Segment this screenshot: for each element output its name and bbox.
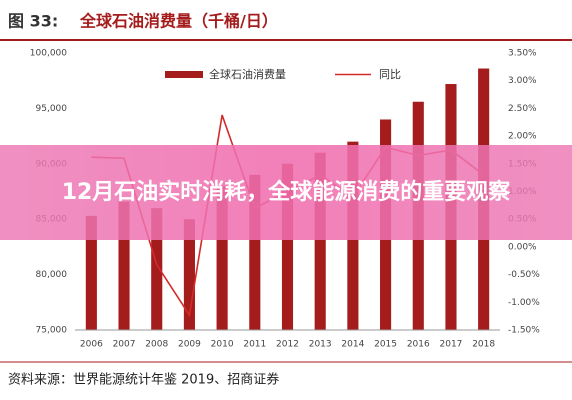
source: 资料来源：世界能源统计年鉴 2019、招商证券: [8, 372, 279, 388]
bar: [183, 219, 195, 330]
chart-title: 全球石油消费量（千桶/日）: [79, 12, 278, 31]
x-tick-label: 2017: [440, 340, 463, 350]
y2-tick-label: -1.50%: [508, 326, 540, 336]
x-tick-label: 2013: [309, 340, 332, 350]
y2-tick-label: 3.00%: [508, 76, 537, 86]
bar: [151, 208, 163, 330]
x-tick-label: 2011: [243, 340, 266, 350]
legend-label: 全球石油消费量: [209, 67, 286, 81]
x-tick-label: 2006: [80, 340, 103, 350]
x-tick-label: 2007: [113, 340, 136, 350]
bar: [85, 215, 97, 330]
bar: [281, 163, 294, 330]
overlay-title: 12月石油实时消耗，全球能源消费的重要观察: [61, 179, 511, 205]
y2-tick-label: 3.50%: [508, 49, 537, 59]
bar: [216, 185, 228, 330]
x-tick-label: 2016: [407, 340, 430, 350]
bar: [249, 174, 261, 330]
y2-tick-label: -1.00%: [508, 298, 540, 308]
y-tick-label: 100,000: [30, 49, 67, 59]
legend-swatch: [165, 71, 203, 78]
x-tick-label: 2015: [374, 340, 397, 350]
y-tick-label: 80,000: [36, 270, 68, 280]
overlay-banner: 12月石油实时消耗，全球能源消费的重要观察: [0, 145, 572, 240]
bar: [118, 201, 130, 330]
x-tick-label: 2010: [211, 340, 234, 350]
bar: [314, 152, 326, 330]
x-tick-label: 2012: [276, 340, 299, 350]
y2-tick-label: 2.00%: [508, 132, 537, 142]
y2-tick-label: 2.50%: [508, 104, 537, 114]
legend-label: 同比: [379, 68, 401, 81]
y2-tick-label: -0.50%: [508, 270, 540, 280]
y-tick-label: 75,000: [36, 326, 68, 336]
y-tick-label: 95,000: [36, 104, 68, 114]
x-tick-label: 2009: [178, 340, 201, 350]
y2-tick-label: 0.00%: [508, 242, 537, 252]
x-tick-label: 2008: [145, 340, 168, 350]
x-tick-label: 2018: [472, 340, 495, 350]
x-tick-label: 2014: [341, 340, 364, 350]
chart-title-prefix: 图 33:: [8, 12, 58, 31]
